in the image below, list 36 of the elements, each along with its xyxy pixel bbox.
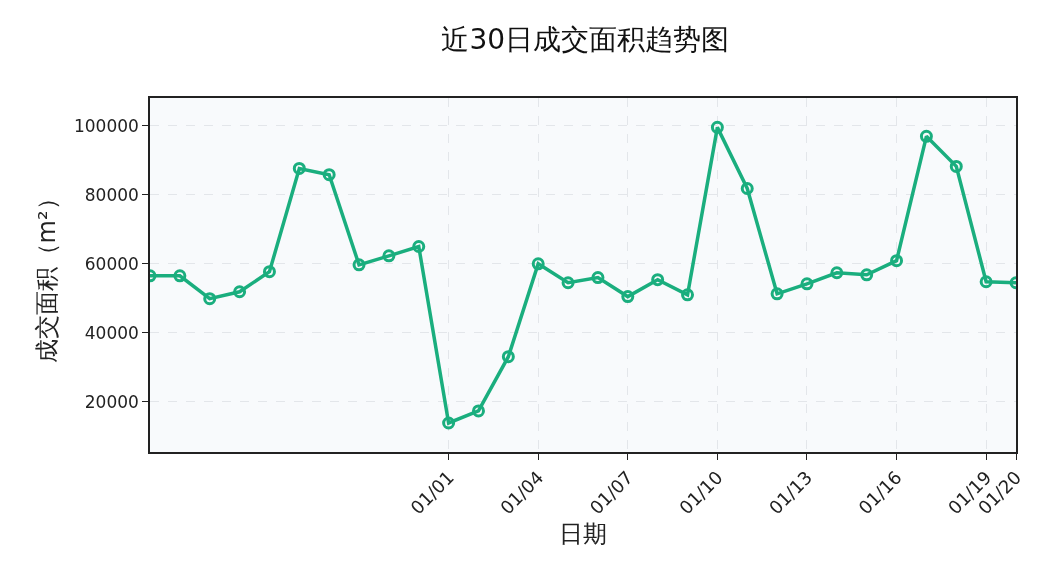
point bbox=[919, 129, 933, 143]
point bbox=[949, 159, 963, 173]
point bbox=[173, 269, 187, 283]
point bbox=[860, 268, 874, 282]
y-tick-label: 40000 bbox=[84, 322, 139, 343]
point bbox=[830, 266, 844, 280]
point bbox=[233, 285, 247, 299]
chart-title: 近30日成交面积趋势图 bbox=[441, 22, 730, 56]
point bbox=[442, 416, 456, 430]
point bbox=[561, 276, 575, 290]
point bbox=[651, 273, 665, 287]
point bbox=[890, 254, 904, 268]
y-tick-label: 80000 bbox=[84, 184, 139, 205]
point bbox=[710, 120, 724, 134]
point bbox=[322, 168, 336, 182]
point bbox=[262, 265, 276, 279]
point bbox=[591, 271, 605, 285]
y-tick-label: 20000 bbox=[84, 391, 139, 412]
x-axis-title: 日期 bbox=[559, 520, 607, 549]
point bbox=[471, 404, 485, 418]
point bbox=[531, 257, 545, 271]
point bbox=[800, 277, 814, 291]
y-axis-title: 成交面积（m²） bbox=[32, 186, 61, 364]
y-tick-label: 60000 bbox=[84, 253, 139, 274]
point bbox=[501, 350, 515, 364]
point bbox=[382, 249, 396, 263]
point bbox=[979, 275, 993, 289]
point bbox=[412, 240, 426, 254]
point bbox=[352, 258, 366, 272]
point bbox=[770, 287, 784, 301]
point bbox=[292, 161, 306, 175]
y-tick-label: 100000 bbox=[73, 115, 139, 136]
point bbox=[203, 292, 217, 306]
point bbox=[740, 181, 754, 195]
point bbox=[681, 288, 695, 302]
point bbox=[621, 290, 635, 304]
